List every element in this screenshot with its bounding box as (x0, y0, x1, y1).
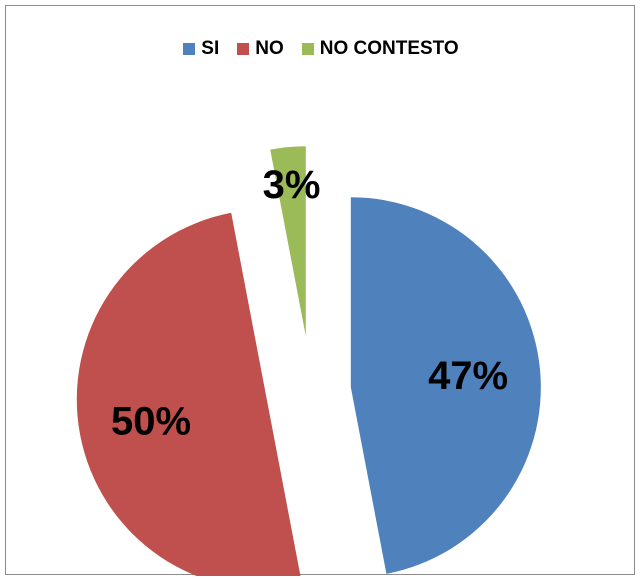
legend-label-no: NO (255, 38, 284, 59)
label-no-contesto: 3% (263, 163, 321, 207)
legend-swatch-no (237, 43, 250, 55)
slice-no-contesto (270, 146, 306, 337)
pie-labels: 47% 50% 3% (111, 163, 508, 444)
label-no: 50% (111, 400, 191, 444)
slice-si (350, 197, 541, 574)
pie-slices (76, 146, 541, 576)
legend-swatch-si (183, 43, 196, 55)
chart-area: SI NO NO CONTESTO 47% 50% 3% (5, 5, 636, 576)
pie-chart: 47% 50% 3% (76, 146, 541, 576)
legend-label-no-contesto: NO CONTESTO (319, 38, 459, 59)
slice-no (76, 212, 301, 576)
legend-item-no: NO (237, 38, 284, 60)
legend-item-si: SI (183, 38, 219, 60)
legend-swatch-no-contesto (301, 43, 314, 55)
legend-item-no-contesto: NO CONTESTO (301, 38, 459, 60)
legend-label-si: SI (201, 38, 220, 59)
label-si: 47% (428, 354, 508, 398)
legend: SI NO NO CONTESTO (6, 38, 636, 60)
